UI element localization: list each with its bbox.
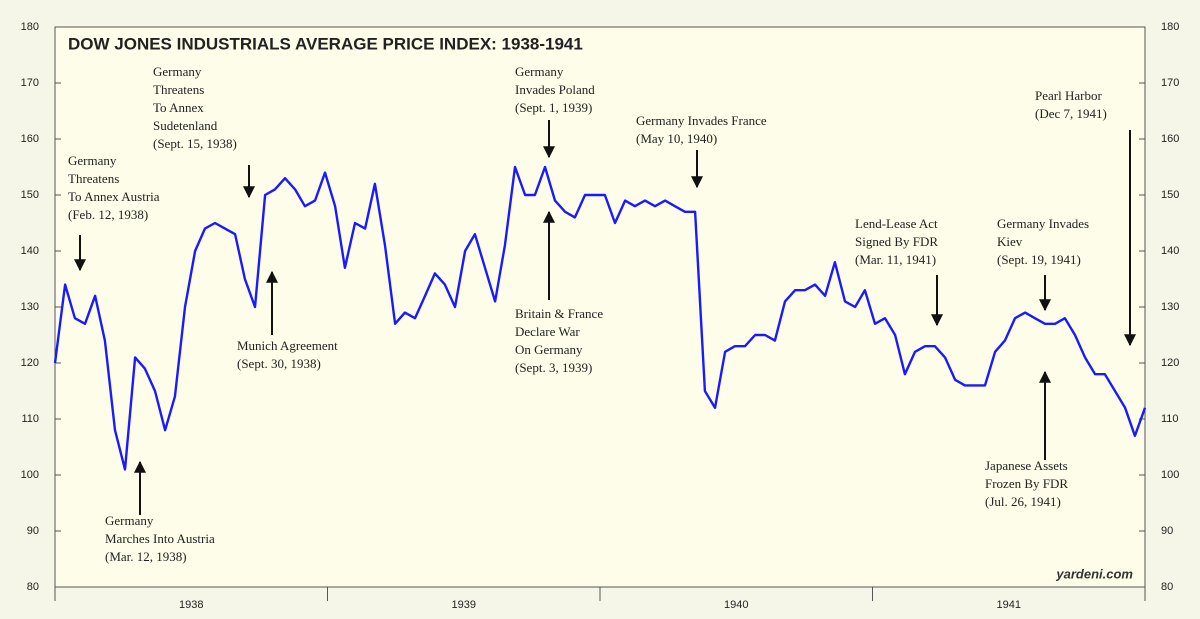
- annotation-text: Germany: [68, 153, 117, 168]
- y-tick-label: 140: [21, 245, 39, 257]
- annotation-text: Germany Invades: [997, 216, 1089, 231]
- chart-title: DOW JONES INDUSTRIALS AVERAGE PRICE INDE…: [68, 34, 583, 53]
- annotation-text: Threatens: [68, 171, 119, 186]
- y2-tick-label: 130: [1161, 301, 1179, 313]
- annotation-text: Kiev: [997, 234, 1023, 249]
- annotation-text: Invades Poland: [515, 82, 595, 97]
- annotation-text: Signed By FDR: [855, 234, 938, 249]
- annotation-text: To Annex Austria: [68, 189, 160, 204]
- annotation-text: Declare War: [515, 324, 580, 339]
- y-tick-label: 90: [27, 525, 39, 537]
- y2-tick-label: 170: [1161, 77, 1179, 89]
- annotation-text: (Mar. 11, 1941): [855, 252, 936, 267]
- annotation-text: To Annex: [153, 100, 204, 115]
- x-tick-label: 1939: [452, 599, 476, 611]
- annotation-text: Germany: [153, 64, 202, 79]
- annotation-text: (Jul. 26, 1941): [985, 494, 1061, 509]
- annotation-text: (Sept. 19, 1941): [997, 252, 1081, 267]
- annotation-text: Lend-Lease Act: [855, 216, 938, 231]
- annotation-text: Sudetenland: [153, 118, 218, 133]
- y-tick-label: 160: [21, 133, 39, 145]
- y2-tick-label: 120: [1161, 357, 1179, 369]
- annotation-text: (Feb. 12, 1938): [68, 207, 148, 222]
- plot-area: [54, 26, 1146, 588]
- y2-tick-label: 180: [1161, 21, 1179, 33]
- annotation-text: (Sept. 1, 1939): [515, 100, 592, 115]
- annotation-text: (Sept. 15, 1938): [153, 136, 237, 151]
- y-tick-label: 110: [21, 413, 39, 425]
- y2-tick-label: 100: [1161, 469, 1179, 481]
- y2-tick-label: 110: [1161, 413, 1179, 425]
- y-tick-label: 120: [21, 357, 39, 369]
- annotation-text: Japanese Assets: [985, 458, 1068, 473]
- y-tick-label: 100: [21, 469, 39, 481]
- annotation-text: Germany: [105, 513, 154, 528]
- annotation-text: Munich Agreement: [237, 338, 338, 353]
- y-tick-label: 150: [21, 189, 39, 201]
- annotation-text: (Sept. 30, 1938): [237, 356, 321, 371]
- annotation-text: Germany: [515, 64, 564, 79]
- annotation-text: Germany Invades France: [636, 113, 767, 128]
- y-tick-label: 180: [21, 21, 39, 33]
- annotation-text: (Dec 7, 1941): [1035, 106, 1107, 121]
- source: yardeni.com: [1055, 566, 1133, 581]
- x-tick-label: 1941: [997, 599, 1021, 611]
- annotation-text: Frozen By FDR: [985, 476, 1068, 491]
- y-tick-label: 170: [21, 77, 39, 89]
- annotation-text: (Mar. 12, 1938): [105, 549, 187, 564]
- annotation-text: (Sept. 3, 1939): [515, 360, 592, 375]
- y2-tick-label: 150: [1161, 189, 1179, 201]
- annotation-text: Threatens: [153, 82, 204, 97]
- y2-tick-label: 90: [1161, 525, 1173, 537]
- annotation-text: Britain & France: [515, 306, 603, 321]
- y2-tick-label: 160: [1161, 133, 1179, 145]
- y2-tick-label: 140: [1161, 245, 1179, 257]
- price-line: [53, 165, 1147, 471]
- y-tick-label: 130: [21, 301, 39, 313]
- x-tick-label: 1940: [724, 599, 748, 611]
- annotation-text: Marches Into Austria: [105, 531, 215, 546]
- annotation-text: On Germany: [515, 342, 583, 357]
- annotation-text: (May 10, 1940): [636, 131, 717, 146]
- y2-tick-label: 80: [1161, 581, 1173, 593]
- x-tick-label: 1938: [179, 599, 203, 611]
- annotation-text: Pearl Harbor: [1035, 88, 1102, 103]
- y-tick-label: 80: [27, 581, 39, 593]
